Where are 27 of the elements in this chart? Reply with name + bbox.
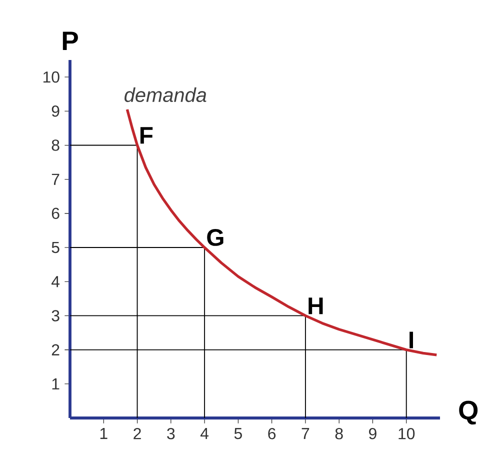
x-tick-label: 7 [302, 428, 310, 439]
annotation: F [140, 127, 153, 144]
y-tick-label: 2 [52, 344, 60, 356]
x-tick-label: 1 [100, 428, 108, 439]
y-tick-label: 5 [52, 242, 60, 254]
x-tick-label: 9 [369, 428, 376, 440]
series-label: demanda [124, 87, 206, 102]
x-tick-label: 6 [268, 428, 276, 440]
x-tick-label: 5 [234, 428, 242, 440]
y-tick-label: 10 [43, 71, 60, 83]
y-tick-label: 9 [52, 106, 60, 117]
y-tick-label: 8 [52, 140, 60, 151]
y-tick-label: 4 [52, 276, 60, 288]
y-tick-label: 6 [52, 208, 60, 220]
x-tick-label: 10 [398, 428, 415, 440]
annotation: H [308, 298, 323, 314]
x-axis-title: Q [459, 400, 478, 425]
x-tick-label: 2 [134, 428, 141, 440]
annotation: G [207, 228, 224, 246]
annotation: I [410, 332, 414, 348]
x-tick-label: 3 [167, 428, 175, 440]
y-tick-label: 1 [52, 378, 60, 390]
y-tick-label: 7 [52, 174, 60, 185]
y-axis-title: P [62, 32, 78, 50]
y-tick-label: 3 [52, 310, 60, 322]
x-tick-label: 4 [200, 428, 209, 439]
x-tick-label: 8 [335, 428, 343, 440]
